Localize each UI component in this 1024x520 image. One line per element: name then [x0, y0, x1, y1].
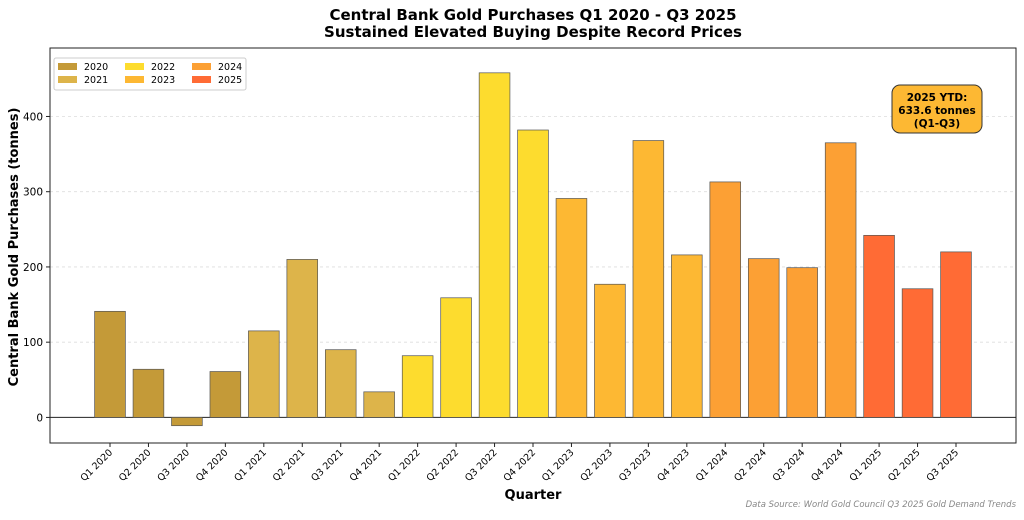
- bar-q1-2025: [863, 234, 895, 418]
- x-tick-label: Q4 2022: [502, 447, 539, 484]
- x-axis-label: Quarter: [505, 488, 563, 503]
- legend-label: 2021: [84, 75, 108, 86]
- y-tick-label: 200: [23, 262, 43, 274]
- legend-label: 2023: [151, 75, 175, 86]
- bar-q4-2022: [517, 129, 549, 418]
- legend-swatch: [125, 76, 144, 83]
- bar-q4-2023: [671, 254, 703, 418]
- annotation-line-3: (Q1-Q3): [914, 118, 960, 130]
- bar-q2-2025: [901, 288, 934, 418]
- bar-q3-2020: [171, 417, 203, 427]
- x-tick-label: Q1 2024: [694, 447, 731, 484]
- chart-title: Central Bank Gold Purchases Q1 2020 - Q3…: [329, 6, 736, 24]
- bar-q3-2024: [786, 267, 818, 418]
- bar-q4-2024: [824, 142, 857, 418]
- chart-subtitle: Sustained Elevated Buying Despite Record…: [324, 23, 742, 41]
- bar-q2-2023: [594, 283, 626, 418]
- x-tick-label: Q4 2023: [655, 447, 692, 484]
- x-tick-label: Q4 2020: [194, 447, 231, 484]
- y-tick-label: 0: [36, 412, 43, 424]
- legend-swatch: [192, 63, 211, 70]
- x-tick-label: Q2 2021: [271, 447, 308, 484]
- annotation-box: 2025 YTD: 633.6 tonnes (Q1-Q3): [891, 84, 983, 134]
- legend-swatch: [58, 76, 77, 83]
- bar-q1-2021: [248, 330, 280, 418]
- y-tick-label: 300: [23, 187, 43, 199]
- bar-q1-2024: [709, 181, 742, 418]
- bar-q1-2020: [94, 310, 126, 418]
- y-tick-label: 400: [23, 111, 43, 123]
- legend-swatch: [58, 63, 77, 70]
- bar-q3-2023: [632, 140, 665, 418]
- bar-q4-2021: [363, 391, 395, 418]
- x-tick-label: Q3 2023: [617, 447, 654, 484]
- bar-q3-2022: [478, 72, 511, 418]
- bar-q2-2020: [132, 368, 165, 418]
- bar-q1-2023: [555, 198, 588, 418]
- bar-q1-2022: [401, 355, 434, 418]
- x-tick-label: Q2 2022: [425, 447, 462, 484]
- x-tick-label: Q2 2025: [886, 447, 923, 484]
- bar-q2-2022: [440, 297, 472, 418]
- legend: 2020 2021 2022 2023 2024 2025: [53, 57, 247, 91]
- x-tick-label: Q1 2022: [386, 447, 423, 484]
- x-tick-label: Q3 2022: [463, 447, 500, 484]
- bar-q2-2021: [286, 259, 319, 418]
- legend-label: 2025: [218, 75, 242, 86]
- x-tick-label: Q3 2025: [925, 447, 962, 484]
- x-tick-label: Q4 2021: [348, 447, 385, 484]
- x-tick-label: Q1 2025: [848, 447, 885, 484]
- annotation-line-1: 2025 YTD:: [907, 92, 968, 104]
- bar-q4-2020: [209, 371, 242, 418]
- source-note: Data Source: World Gold Council Q3 2025 …: [746, 500, 1017, 510]
- x-tick-label: Q2 2024: [732, 447, 769, 484]
- annotation-line-2: 633.6 tonnes: [898, 105, 975, 117]
- x-tick-label: Q2 2023: [578, 447, 615, 484]
- y-axis-label: Central Bank Gold Purchases (tonnes): [7, 108, 22, 387]
- bar-q3-2025: [940, 251, 972, 418]
- x-tick-label: Q1 2020: [79, 447, 116, 484]
- legend-label: 2022: [151, 62, 175, 73]
- x-tick-label: Q3 2024: [771, 447, 808, 484]
- x-tick-label: Q1 2021: [232, 447, 269, 484]
- legend-swatch: [192, 76, 211, 83]
- x-tick-label: Q3 2021: [309, 447, 346, 484]
- bar-q3-2021: [324, 349, 357, 418]
- legend-label: 2020: [84, 62, 108, 73]
- x-tick-label: Q4 2024: [809, 447, 846, 484]
- y-tick-label: 100: [23, 337, 43, 349]
- bar-q2-2024: [747, 258, 780, 418]
- x-tick-label: Q3 2020: [155, 447, 192, 484]
- legend-swatch: [125, 63, 144, 70]
- x-tick-label: Q2 2020: [117, 447, 154, 484]
- legend-label: 2024: [218, 62, 242, 73]
- x-tick-label: Q1 2023: [540, 447, 577, 484]
